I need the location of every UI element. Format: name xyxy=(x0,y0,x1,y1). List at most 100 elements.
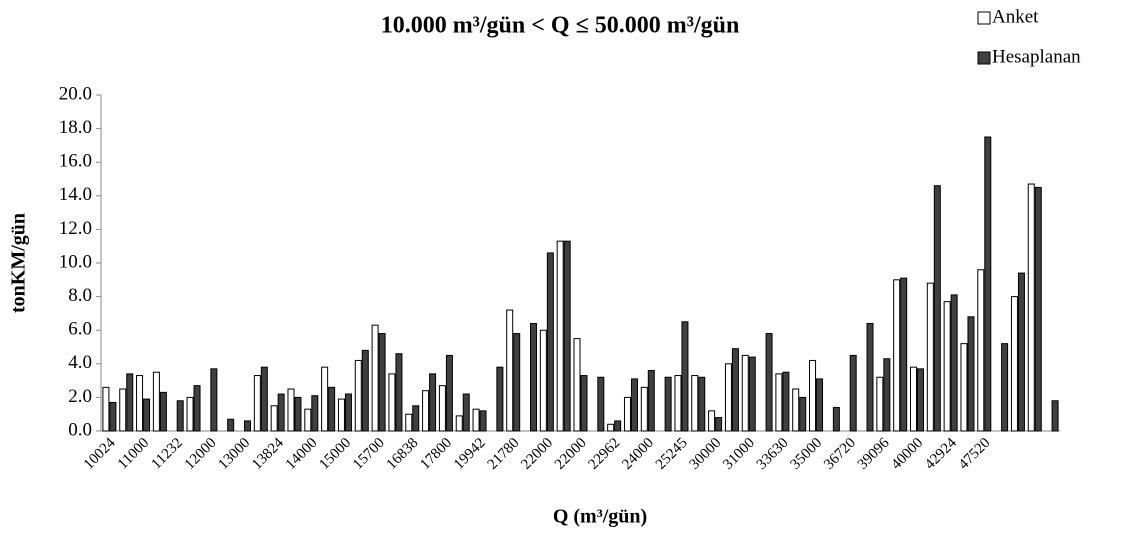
x-tick-label: 19942 xyxy=(451,435,489,473)
bar xyxy=(244,420,252,432)
bar xyxy=(102,386,110,432)
bar xyxy=(378,333,386,432)
bar xyxy=(337,398,345,432)
legend-swatch xyxy=(977,51,991,65)
bar xyxy=(479,410,487,432)
bar xyxy=(496,366,504,432)
bar xyxy=(674,375,682,432)
x-tick-label: 12000 xyxy=(182,435,220,473)
bar xyxy=(708,410,716,432)
bar xyxy=(210,368,218,432)
x-tick-label: 16838 xyxy=(384,435,422,473)
y-tick-label: 20.0 xyxy=(59,83,92,104)
bar xyxy=(832,406,840,432)
bar xyxy=(563,240,571,432)
bar xyxy=(227,418,235,432)
legend-label: Anket xyxy=(992,6,1039,27)
bar xyxy=(926,282,934,432)
bar xyxy=(715,417,723,432)
x-tick-label: 31000 xyxy=(720,435,758,473)
bar xyxy=(344,393,352,432)
x-tick-label: 22962 xyxy=(586,435,624,473)
bar xyxy=(597,376,605,432)
bar xyxy=(977,269,985,432)
bar xyxy=(950,294,958,432)
bar xyxy=(623,396,631,432)
bar xyxy=(422,390,430,432)
bar xyxy=(159,391,167,432)
bar xyxy=(1051,400,1059,432)
bar xyxy=(556,240,564,432)
bar xyxy=(304,408,312,432)
bar xyxy=(580,375,588,432)
y-tick-label: 14.0 xyxy=(59,184,92,205)
x-tick-label: 25245 xyxy=(653,435,691,473)
bar xyxy=(866,322,874,432)
bar xyxy=(361,349,369,432)
legend-swatch xyxy=(977,11,991,25)
bar xyxy=(270,405,278,432)
y-tick-label: 8.0 xyxy=(68,285,92,306)
x-tick-label: 36720 xyxy=(821,435,859,473)
bar xyxy=(539,329,547,432)
bar xyxy=(849,354,857,432)
x-tick-label: 15000 xyxy=(316,435,354,473)
x-tick-label: 22000 xyxy=(518,435,556,473)
bar xyxy=(967,316,975,432)
bar xyxy=(876,376,884,432)
x-tick-label: 17800 xyxy=(417,435,455,473)
bar xyxy=(455,415,463,432)
bar xyxy=(429,373,437,432)
y-tick-label: 4.0 xyxy=(68,352,92,373)
bar xyxy=(943,301,951,432)
bar xyxy=(260,366,268,432)
bar xyxy=(765,333,773,432)
bar xyxy=(664,376,672,432)
y-tick-label: 2.0 xyxy=(68,386,92,407)
y-tick-label: 10.0 xyxy=(59,251,92,272)
bar xyxy=(388,373,396,432)
bar xyxy=(681,321,689,432)
x-tick-label: 35000 xyxy=(787,435,825,473)
bar xyxy=(311,395,319,432)
bar xyxy=(614,420,622,432)
bar xyxy=(607,423,615,432)
bar xyxy=(328,386,336,432)
bar xyxy=(933,185,941,432)
bar xyxy=(126,373,134,432)
bar xyxy=(546,252,554,432)
bar xyxy=(143,398,151,432)
bar xyxy=(741,354,749,432)
chart-title: 10.000 m³/gün < Q ≤ 50.000 m³/gün xyxy=(381,13,740,39)
bar xyxy=(1001,343,1009,432)
bar xyxy=(1017,272,1025,432)
bar xyxy=(186,396,194,432)
bar xyxy=(748,356,756,432)
bar xyxy=(960,343,968,432)
bar xyxy=(445,354,453,432)
bar xyxy=(630,378,638,432)
bar xyxy=(809,359,817,432)
x-tick-label: 21780 xyxy=(485,435,523,473)
x-tick-label: 13824 xyxy=(249,435,287,473)
bar xyxy=(513,333,521,432)
bar xyxy=(405,413,413,432)
bar xyxy=(253,375,261,432)
bar xyxy=(731,348,739,432)
x-tick-label: 11000 xyxy=(115,435,152,472)
x-tick-label: 47520 xyxy=(956,435,994,473)
x-tick-label: 24000 xyxy=(619,435,657,473)
x-tick-label: 39096 xyxy=(855,435,893,473)
bar xyxy=(354,359,362,432)
bar xyxy=(893,279,901,432)
x-tick-label: 11232 xyxy=(149,435,186,472)
bar xyxy=(438,385,446,432)
bar xyxy=(412,405,420,432)
bar xyxy=(984,136,992,432)
bar xyxy=(698,376,706,432)
bar xyxy=(909,366,917,432)
bar xyxy=(691,375,699,432)
y-tick-label: 16.0 xyxy=(59,151,92,172)
x-tick-label: 40000 xyxy=(888,435,926,473)
y-tick-label: 18.0 xyxy=(59,117,92,138)
